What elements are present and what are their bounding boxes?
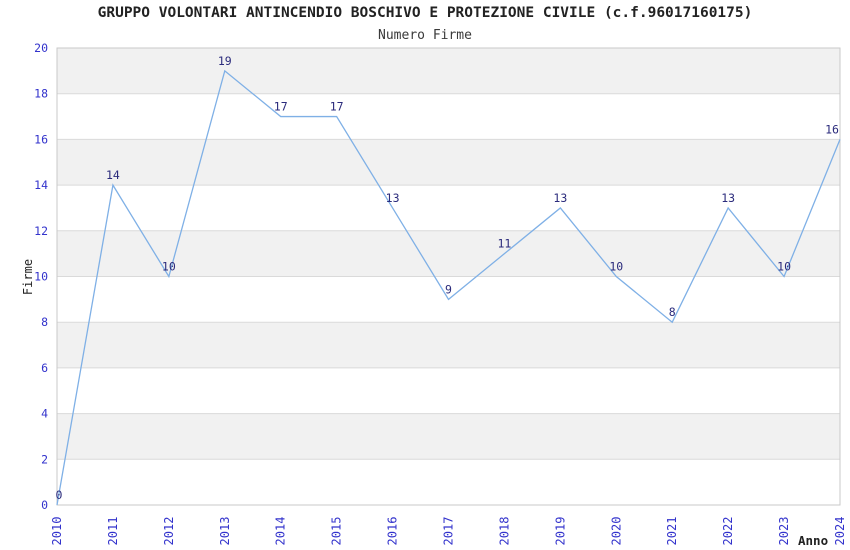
y-tick-label: 6: [41, 361, 48, 375]
y-tick-label: 4: [41, 407, 48, 421]
data-point-label: 13: [721, 191, 735, 205]
data-line: [56, 69, 841, 506]
y-tick-label: 20: [34, 41, 48, 55]
x-axis-title: Anno: [798, 533, 829, 548]
x-tick-label: 2012: [162, 517, 176, 546]
x-tick-label: 2015: [330, 517, 344, 546]
plot-band: [57, 413, 840, 460]
x-tick-label: 2011: [106, 517, 120, 546]
y-tick-label: 0: [41, 498, 48, 512]
data-point-label: 19: [218, 54, 232, 68]
data-point-label: 13: [386, 191, 400, 205]
y-tick-label: 2: [41, 452, 48, 466]
data-point-label: 10: [777, 260, 791, 274]
plot-band: [57, 230, 840, 277]
chart-title: GRUPPO VOLONTARI ANTINCENDIO BOSCHIVO E …: [97, 5, 753, 21]
data-point-label: 11: [497, 237, 511, 251]
data-point-label: 10: [162, 260, 176, 274]
x-tick-label: 2017: [442, 517, 456, 546]
plot-band: [57, 322, 840, 368]
data-point-label: 9: [445, 282, 452, 296]
x-tick-label: 2019: [553, 517, 567, 546]
x-tick-label: 2020: [609, 517, 623, 546]
plot-band: [57, 367, 840, 414]
y-tick-label: 14: [34, 178, 48, 192]
x-tick-label: 2014: [274, 517, 288, 546]
x-tick-label: 2018: [497, 517, 511, 546]
chart-subtitle: Numero Firme: [378, 28, 472, 43]
x-tick-label: 2016: [386, 517, 400, 546]
plot-band: [57, 139, 840, 186]
data-point-label: 8: [669, 305, 676, 319]
x-tick-label: 2013: [218, 517, 232, 546]
data-point-label: 13: [553, 191, 567, 205]
y-tick-label: 18: [34, 87, 48, 101]
y-tick-label: 8: [41, 315, 48, 329]
x-tick-label: 2021: [665, 517, 679, 546]
data-point-label: 0: [56, 488, 63, 502]
y-tick-label: 12: [34, 224, 48, 238]
data-point-label: 17: [274, 100, 288, 114]
data-point-label: 14: [106, 168, 120, 182]
x-tick-label: 2010: [50, 517, 64, 546]
y-axis-title: Firme: [21, 258, 35, 296]
data-point-label: 10: [609, 260, 623, 274]
x-tick-label: 2024: [833, 517, 847, 546]
plot-border: [56, 47, 841, 506]
data-point-label: 16: [825, 122, 839, 136]
plot-band: [57, 93, 840, 140]
y-tick-label: 10: [34, 270, 48, 284]
x-tick-label: 2023: [777, 517, 791, 546]
plot-band: [57, 48, 840, 94]
plot-band: [57, 459, 840, 505]
x-tick-label: 2022: [721, 517, 735, 546]
y-tick-label: 16: [34, 132, 48, 146]
data-point-label: 17: [330, 100, 344, 114]
